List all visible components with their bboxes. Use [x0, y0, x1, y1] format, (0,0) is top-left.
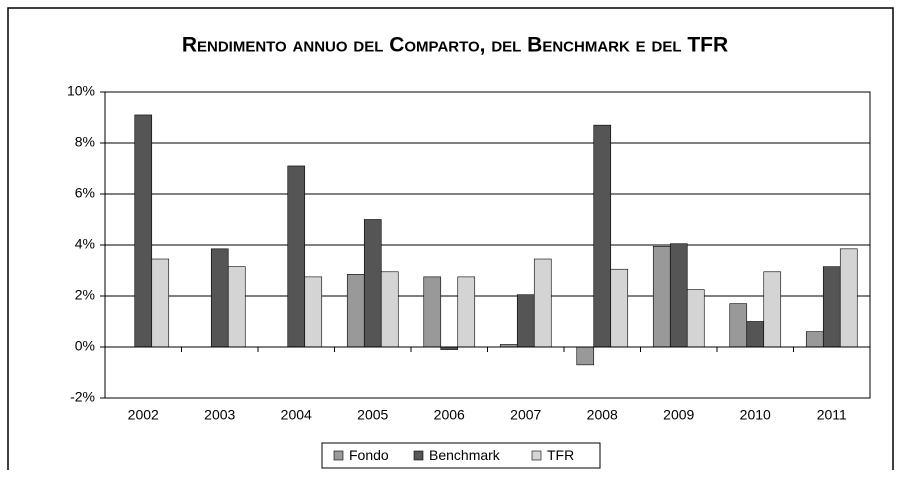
bar — [304, 276, 323, 348]
x-tick-label: 2008 — [587, 407, 618, 423]
bar — [210, 248, 229, 348]
legend-label: Fondo — [349, 447, 389, 463]
x-tick-label: 2002 — [128, 407, 159, 423]
legend-swatch — [531, 450, 542, 461]
x-tick-label: 2006 — [434, 407, 465, 423]
y-tick-label: 4% — [75, 236, 95, 252]
legend-swatch — [333, 450, 344, 461]
y-tick-label: 8% — [75, 134, 95, 150]
y-tick-label: 0% — [75, 338, 95, 354]
bar — [363, 219, 382, 348]
bar — [610, 268, 629, 348]
bar — [457, 276, 476, 348]
bar — [822, 266, 841, 348]
bar — [533, 258, 552, 348]
y-tick-label: 6% — [75, 185, 95, 201]
x-tick-label: 2004 — [281, 407, 312, 423]
bar — [287, 165, 306, 348]
bar — [151, 258, 170, 348]
y-tick-label: -2% — [70, 389, 95, 405]
x-tick-label: 2011 — [817, 407, 847, 423]
x-tick-label: 2010 — [740, 407, 771, 423]
frame — [7, 7, 894, 470]
bar — [746, 321, 765, 348]
bar — [380, 271, 399, 348]
bar — [576, 346, 595, 366]
bar — [134, 114, 153, 348]
legend-label: TFR — [547, 447, 574, 463]
x-tick-label: 2007 — [510, 407, 541, 423]
bar — [686, 289, 705, 348]
bar — [839, 248, 858, 348]
x-tick-label: 2005 — [357, 407, 388, 423]
legend-swatch — [413, 450, 424, 461]
bar — [669, 243, 688, 348]
bar — [763, 271, 782, 348]
bar — [227, 266, 246, 348]
bar — [593, 124, 612, 348]
bar — [729, 303, 748, 348]
y-tick-label: 10% — [67, 83, 95, 99]
bar — [423, 276, 442, 348]
legend-label: Benchmark — [429, 447, 501, 463]
y-tick-label: 2% — [75, 287, 95, 303]
bar — [516, 294, 535, 348]
bar — [805, 331, 824, 348]
x-tick-label: 2009 — [663, 407, 694, 423]
x-tick-label: 2003 — [204, 407, 235, 423]
bar — [652, 245, 671, 348]
bar — [346, 274, 365, 348]
chart-title: Rendimento annuo del Comparto, del Bench… — [182, 34, 728, 57]
legend-box — [321, 442, 601, 469]
